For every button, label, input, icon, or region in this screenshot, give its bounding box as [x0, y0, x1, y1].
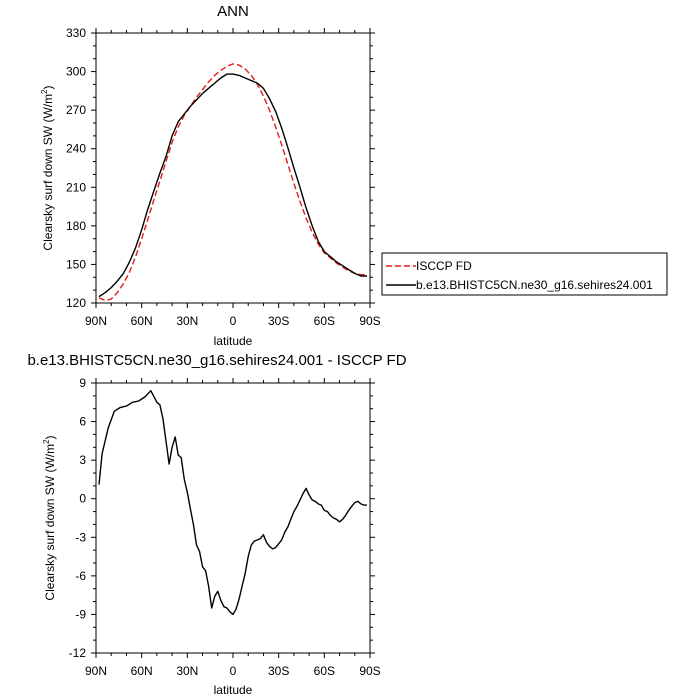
- x-tick-label: 60S: [314, 314, 335, 328]
- y-tick-label: -3: [75, 530, 86, 544]
- y-tick-label: 240: [66, 142, 86, 156]
- bottom-series-lines: [98, 390, 367, 616]
- top-y-axis-label-sup: 2: [40, 89, 49, 94]
- x-tick-label: 30N: [176, 314, 198, 328]
- x-tick-label: 60N: [131, 664, 153, 678]
- top-series-lines: [98, 63, 367, 302]
- top-tick-marks: [91, 28, 375, 308]
- legend-label-model: b.e13.BHISTC5CN.ne30_g16.sehires24.001: [416, 278, 653, 292]
- bottom-panel: b.e13.BHISTC5CN.ne30_g16.sehires24.001 -…: [27, 352, 406, 697]
- bottom-tick-marks: [91, 378, 375, 658]
- x-tick-label: 0: [230, 664, 237, 678]
- y-tick-label: 270: [66, 103, 86, 117]
- top-panel: ANN 120 150 180 210 240 270 300 330 90N 60N 30N 0 3…: [40, 3, 668, 348]
- top-x-axis-label: latitude: [214, 334, 253, 348]
- top-y-axis-label-main: Clearsky surf down SW (W/m: [41, 94, 55, 251]
- legend: ISCCP FD b.e13.BHISTC5CN.ne30_g16.sehire…: [381, 252, 668, 296]
- x-tick-label: 90S: [359, 314, 380, 328]
- x-tick-label: 60N: [131, 314, 153, 328]
- bottom-y-axis-label-sup: 2: [42, 439, 51, 444]
- top-y-axis-label: Clearsky surf down SW (W/m2): [40, 85, 55, 250]
- top-y-axis-label-close: ): [41, 85, 55, 89]
- y-tick-label: 3: [79, 453, 86, 467]
- y-tick-label: 0: [79, 492, 86, 506]
- bottom-y-axis-label-close: ): [43, 435, 57, 439]
- x-tick-label: 30S: [268, 314, 289, 328]
- legend-label-isccp: ISCCP FD: [416, 259, 472, 273]
- y-tick-label: -9: [75, 607, 86, 621]
- bottom-y-tick-labels: -12 -9 -6 -3 0 3 6 9: [69, 376, 87, 660]
- y-tick-label: 120: [66, 296, 86, 310]
- bottom-y-axis-label-main: Clearsky surf down SW (W/m: [43, 444, 57, 601]
- series-line-isccp-fd: [98, 63, 367, 302]
- y-tick-label: 180: [66, 219, 86, 233]
- y-tick-label: 150: [66, 257, 86, 271]
- x-tick-label: 90N: [85, 314, 107, 328]
- y-tick-label: 6: [79, 415, 86, 429]
- y-tick-label: 210: [66, 180, 86, 194]
- y-tick-label: 9: [79, 376, 86, 390]
- x-tick-label: 60S: [314, 664, 335, 678]
- x-tick-label: 90S: [359, 664, 380, 678]
- legend-box: [381, 252, 668, 296]
- series-line-b-e13-bhistc5cn-ne30-g16-sehires24-001: [98, 73, 367, 298]
- top-x-tick-labels: 90N 60N 30N 0 30S 60S 90S: [85, 314, 381, 328]
- y-tick-label: -12: [69, 646, 87, 660]
- top-y-tick-labels: 120 150 180 210 240 270 300 330: [66, 26, 86, 310]
- bottom-x-tick-labels: 90N 60N 30N 0 30S 60S 90S: [85, 664, 381, 678]
- bottom-chart-title: b.e13.BHISTC5CN.ne30_g16.sehires24.001 -…: [27, 352, 406, 369]
- x-tick-label: 90N: [85, 664, 107, 678]
- bottom-y-axis-label: Clearsky surf down SW (W/m2): [42, 435, 57, 600]
- x-tick-label: 30S: [268, 664, 289, 678]
- top-chart-title: ANN: [217, 3, 249, 20]
- y-tick-label: -6: [75, 569, 86, 583]
- x-tick-label: 30N: [176, 664, 198, 678]
- bottom-plot-frame: [95, 382, 371, 654]
- y-tick-label: 330: [66, 26, 86, 40]
- y-tick-label: 300: [66, 65, 86, 79]
- series-line-difference: [98, 390, 367, 616]
- bottom-x-axis-label: latitude: [214, 683, 253, 697]
- x-tick-label: 0: [230, 314, 237, 328]
